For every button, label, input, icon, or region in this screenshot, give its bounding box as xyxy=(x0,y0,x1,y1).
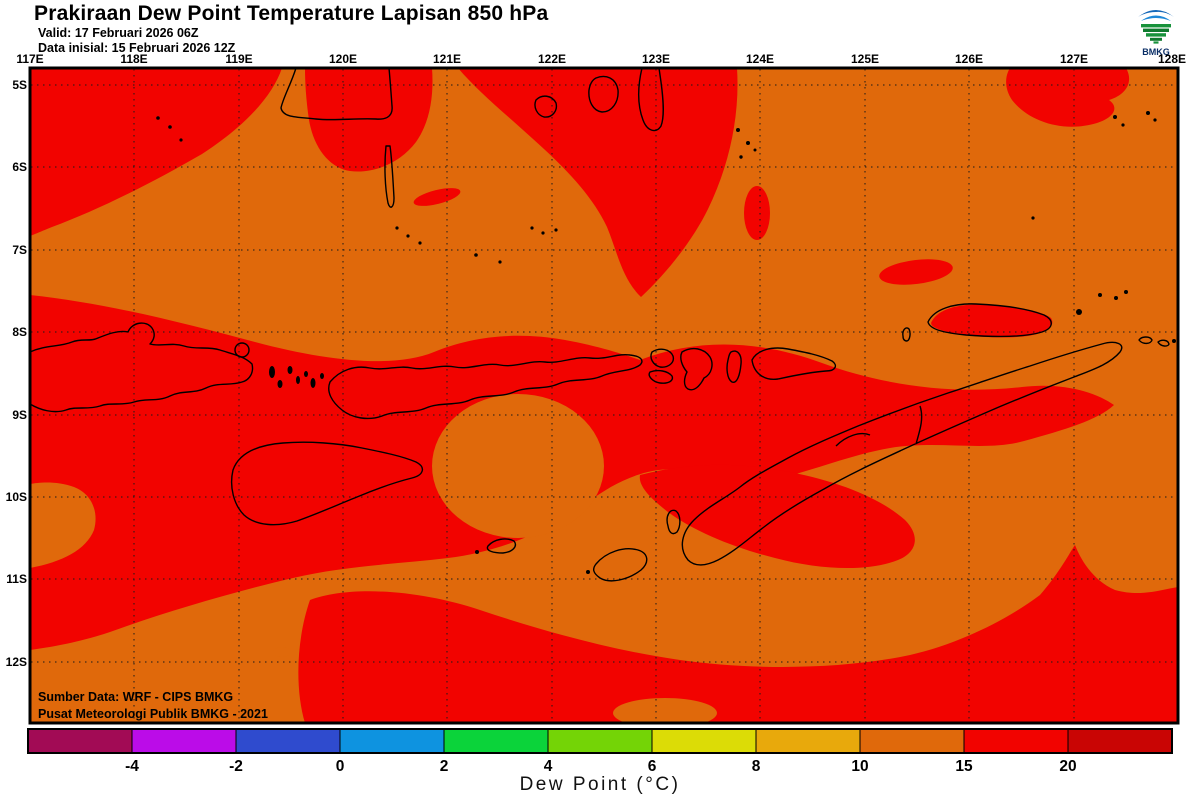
colorbar-cells xyxy=(27,728,1173,754)
bmkg-logo: BMKG xyxy=(1128,2,1184,57)
colorbar-tick: -2 xyxy=(229,758,243,775)
lon-label: 119E xyxy=(225,52,252,66)
lon-label: 118E xyxy=(120,52,147,66)
lat-label: 7S xyxy=(12,243,27,257)
colorbar-cell xyxy=(963,728,1069,754)
lat-label: 10S xyxy=(6,490,27,504)
lon-label: 120E xyxy=(329,52,357,66)
source-line-2: Pusat Meteorologi Publik BMKG - 2021 xyxy=(38,707,268,721)
lat-label: 5S xyxy=(12,78,27,92)
colorbar-cell xyxy=(27,728,133,754)
colorbar-tick: 10 xyxy=(851,758,868,775)
colorbar-tick: 6 xyxy=(648,758,657,775)
lat-label: 6S xyxy=(12,160,27,174)
colorbar-cell xyxy=(339,728,445,754)
colorbar-tick: 20 xyxy=(1059,758,1076,775)
longitude-axis: 117E 118E 119E 120E 121E 122E 123E 124E … xyxy=(16,52,1186,66)
sangeang-island-circle xyxy=(234,342,250,358)
small-islands xyxy=(156,111,1176,574)
lon-label: 127E xyxy=(1060,52,1088,66)
page-title: Prakiraan Dew Point Temperature Lapisan … xyxy=(34,2,549,25)
lat-label: 12S xyxy=(6,655,27,669)
graticule xyxy=(31,69,1177,722)
lon-label: 123E xyxy=(642,52,670,66)
lat-label: 11S xyxy=(6,572,27,586)
latitude-axis: 5S 6S 7S 8S 9S 10S 11S 12S xyxy=(6,78,27,669)
colorbar-cell xyxy=(651,728,757,754)
colorbar-title: Dew Point (°C) xyxy=(520,774,681,795)
colorbar-tick: 4 xyxy=(544,758,553,775)
colorbar-tick: -4 xyxy=(125,758,139,775)
lon-label: 126E xyxy=(955,52,983,66)
colorbar-cell xyxy=(755,728,861,754)
colorbar-cell xyxy=(859,728,965,754)
bmkg-logo-label: BMKG xyxy=(1142,47,1170,57)
colorbar-cell xyxy=(443,728,549,754)
colorbar-tick: 15 xyxy=(955,758,973,775)
init-time-label: Data inisial: 15 Februari 2026 12Z xyxy=(38,41,236,55)
colorbar-cell xyxy=(235,728,341,754)
colorbar-cell xyxy=(131,728,237,754)
colorbar-tick: 8 xyxy=(752,758,761,775)
coastlines xyxy=(30,68,1176,582)
bmkg-logo-icon xyxy=(1137,3,1175,44)
lat-label: 9S xyxy=(12,408,27,422)
valid-time-label: Valid: 17 Februari 2026 06Z xyxy=(38,26,199,40)
colorbar-tick: 2 xyxy=(440,758,449,775)
lon-label: 122E xyxy=(538,52,566,66)
colorbar-ticks: -4 -2 0 2 4 6 8 10 15 20 xyxy=(125,758,1077,775)
source-line-1: Sumber Data: WRF - CIPS BMKG xyxy=(38,690,233,704)
colorbar: -4 -2 0 2 4 6 8 10 15 20 Dew Point (°C) xyxy=(27,728,1173,795)
temperature-field xyxy=(30,68,1178,723)
field-orange-pockets xyxy=(273,394,717,723)
map-frame xyxy=(28,66,1180,725)
colorbar-frame xyxy=(27,728,1173,754)
lat-label: 8S xyxy=(12,325,27,339)
lon-label: 125E xyxy=(851,52,879,66)
header: Prakiraan Dew Point Temperature Lapisan … xyxy=(34,2,548,56)
lon-label: 117E xyxy=(16,52,43,66)
lon-label: 128E xyxy=(1158,52,1186,66)
colorbar-cell xyxy=(1067,728,1173,754)
lon-label: 121E xyxy=(433,52,461,66)
colorbar-tick: 0 xyxy=(336,758,345,775)
lon-label: 124E xyxy=(746,52,774,66)
colorbar-cell xyxy=(547,728,653,754)
